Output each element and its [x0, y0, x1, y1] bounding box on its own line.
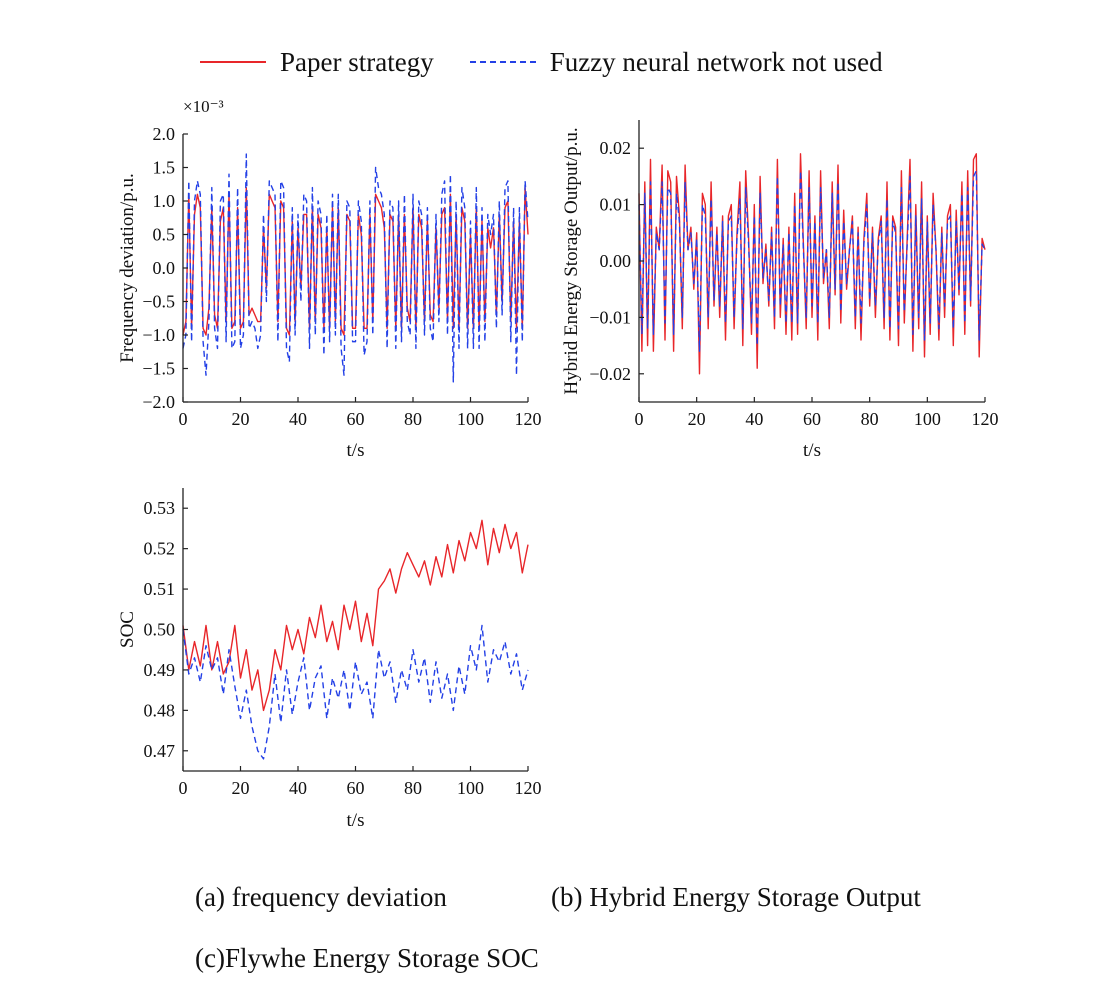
- y-axis-label: Hybrid Energy Storage Output/p.u.: [561, 127, 582, 394]
- y-axis-label: SOC: [117, 611, 138, 648]
- x-tick-label: 0: [635, 409, 644, 429]
- panel-flywheel-soc: 0 20 40 60 80 100 120 0.47 0.48 0.49 0.50 0.51 0.52 0…: [117, 488, 542, 831]
- y-tick-label: −0.02: [589, 364, 631, 384]
- y-tick-label: 0.0: [153, 258, 176, 278]
- panel-hybrid-energy-storage-output: 0 20 40 60 80 100 120 −0.02 −0.01 0.00 0.01 0.02 t/s…: [561, 120, 999, 461]
- x-axis-label: t/s: [347, 810, 365, 831]
- x-axis-label: t/s: [803, 440, 821, 461]
- x-tick-label: 0: [179, 778, 188, 798]
- y-tick-label: 1.5: [153, 158, 176, 178]
- x-tick-label: 120: [972, 409, 999, 429]
- series-line-fuzzy-not-used: [182, 153, 529, 383]
- x-tick-label: 100: [457, 409, 484, 429]
- x-tick-label: 20: [232, 778, 250, 798]
- y-tick-label: 1.0: [153, 191, 176, 211]
- legend-item-paper-strategy: Paper strategy: [200, 47, 434, 78]
- x-tick-label: 80: [861, 409, 879, 429]
- y-tick-label: −0.01: [589, 307, 631, 327]
- legend-swatch-dashed: [469, 61, 536, 63]
- y-tick-label: −0.5: [142, 292, 175, 312]
- x-tick-label: 120: [515, 778, 542, 798]
- series-line-fuzzy-not-used: [638, 170, 986, 352]
- caption-a: (a) frequency deviation: [195, 882, 447, 912]
- series-line-paper-strategy: [182, 186, 529, 336]
- x-tick-label: 60: [347, 409, 365, 429]
- y-tick-label: 0.51: [144, 579, 176, 599]
- x-tick-label: 20: [232, 409, 250, 429]
- legend-label: Fuzzy neural network not used: [549, 46, 883, 77]
- y-tick-label: 2.0: [153, 124, 176, 144]
- y-tick-label: 0.52: [144, 539, 176, 559]
- x-tick-label: 60: [347, 778, 365, 798]
- y-tick-label: 0.49: [144, 660, 176, 680]
- x-tick-label: 60: [803, 409, 821, 429]
- panel-frequency-deviation: 0 20 40 60 80 100 120 −2.0 −1.5 −1.0 −0.5 0.0 0.5 1.0…: [117, 97, 542, 461]
- x-tick-label: 40: [289, 778, 307, 798]
- y-tick-label: 0.48: [144, 700, 176, 720]
- chart-legend: Paper strategy Fuzzy neural network not …: [200, 42, 919, 82]
- x-tick-label: 20: [688, 409, 706, 429]
- caption-c: (c)Flywhe Energy Storage SOC: [195, 943, 539, 973]
- series-line-paper-strategy: [182, 519, 529, 712]
- y-tick-label: −2.0: [142, 392, 175, 412]
- legend-label: Paper strategy: [280, 46, 434, 77]
- y-tick-label: −1.5: [142, 359, 175, 379]
- x-tick-label: 40: [745, 409, 763, 429]
- y-tick-label: 0.53: [144, 498, 176, 518]
- y-tick-label: 0.00: [600, 251, 632, 271]
- x-axis-label: t/s: [347, 440, 365, 461]
- legend-item-fuzzy-not-used: Fuzzy neural network not used: [469, 46, 883, 78]
- series-line-paper-strategy: [638, 153, 986, 375]
- x-tick-label: 100: [914, 409, 941, 429]
- y-axis-multiplier: ×10⁻³: [183, 97, 224, 116]
- caption-b: (b) Hybrid Energy Storage Output: [551, 882, 921, 912]
- series-line-fuzzy-not-used: [182, 624, 529, 760]
- x-tick-label: 80: [404, 409, 422, 429]
- y-tick-label: 0.5: [153, 225, 176, 245]
- x-tick-label: 0: [179, 409, 188, 429]
- y-tick-label: 0.50: [144, 620, 176, 640]
- y-tick-label: 0.01: [600, 195, 632, 215]
- x-tick-label: 120: [515, 409, 542, 429]
- x-tick-label: 100: [457, 778, 484, 798]
- y-tick-label: 0.02: [600, 138, 632, 158]
- x-tick-label: 80: [404, 778, 422, 798]
- x-tick-label: 40: [289, 409, 307, 429]
- y-tick-label: 0.47: [144, 741, 176, 761]
- y-axis-label: Frequency deviation/p.u.: [117, 173, 138, 362]
- y-tick-label: −1.0: [142, 325, 175, 345]
- legend-swatch-solid: [200, 61, 266, 63]
